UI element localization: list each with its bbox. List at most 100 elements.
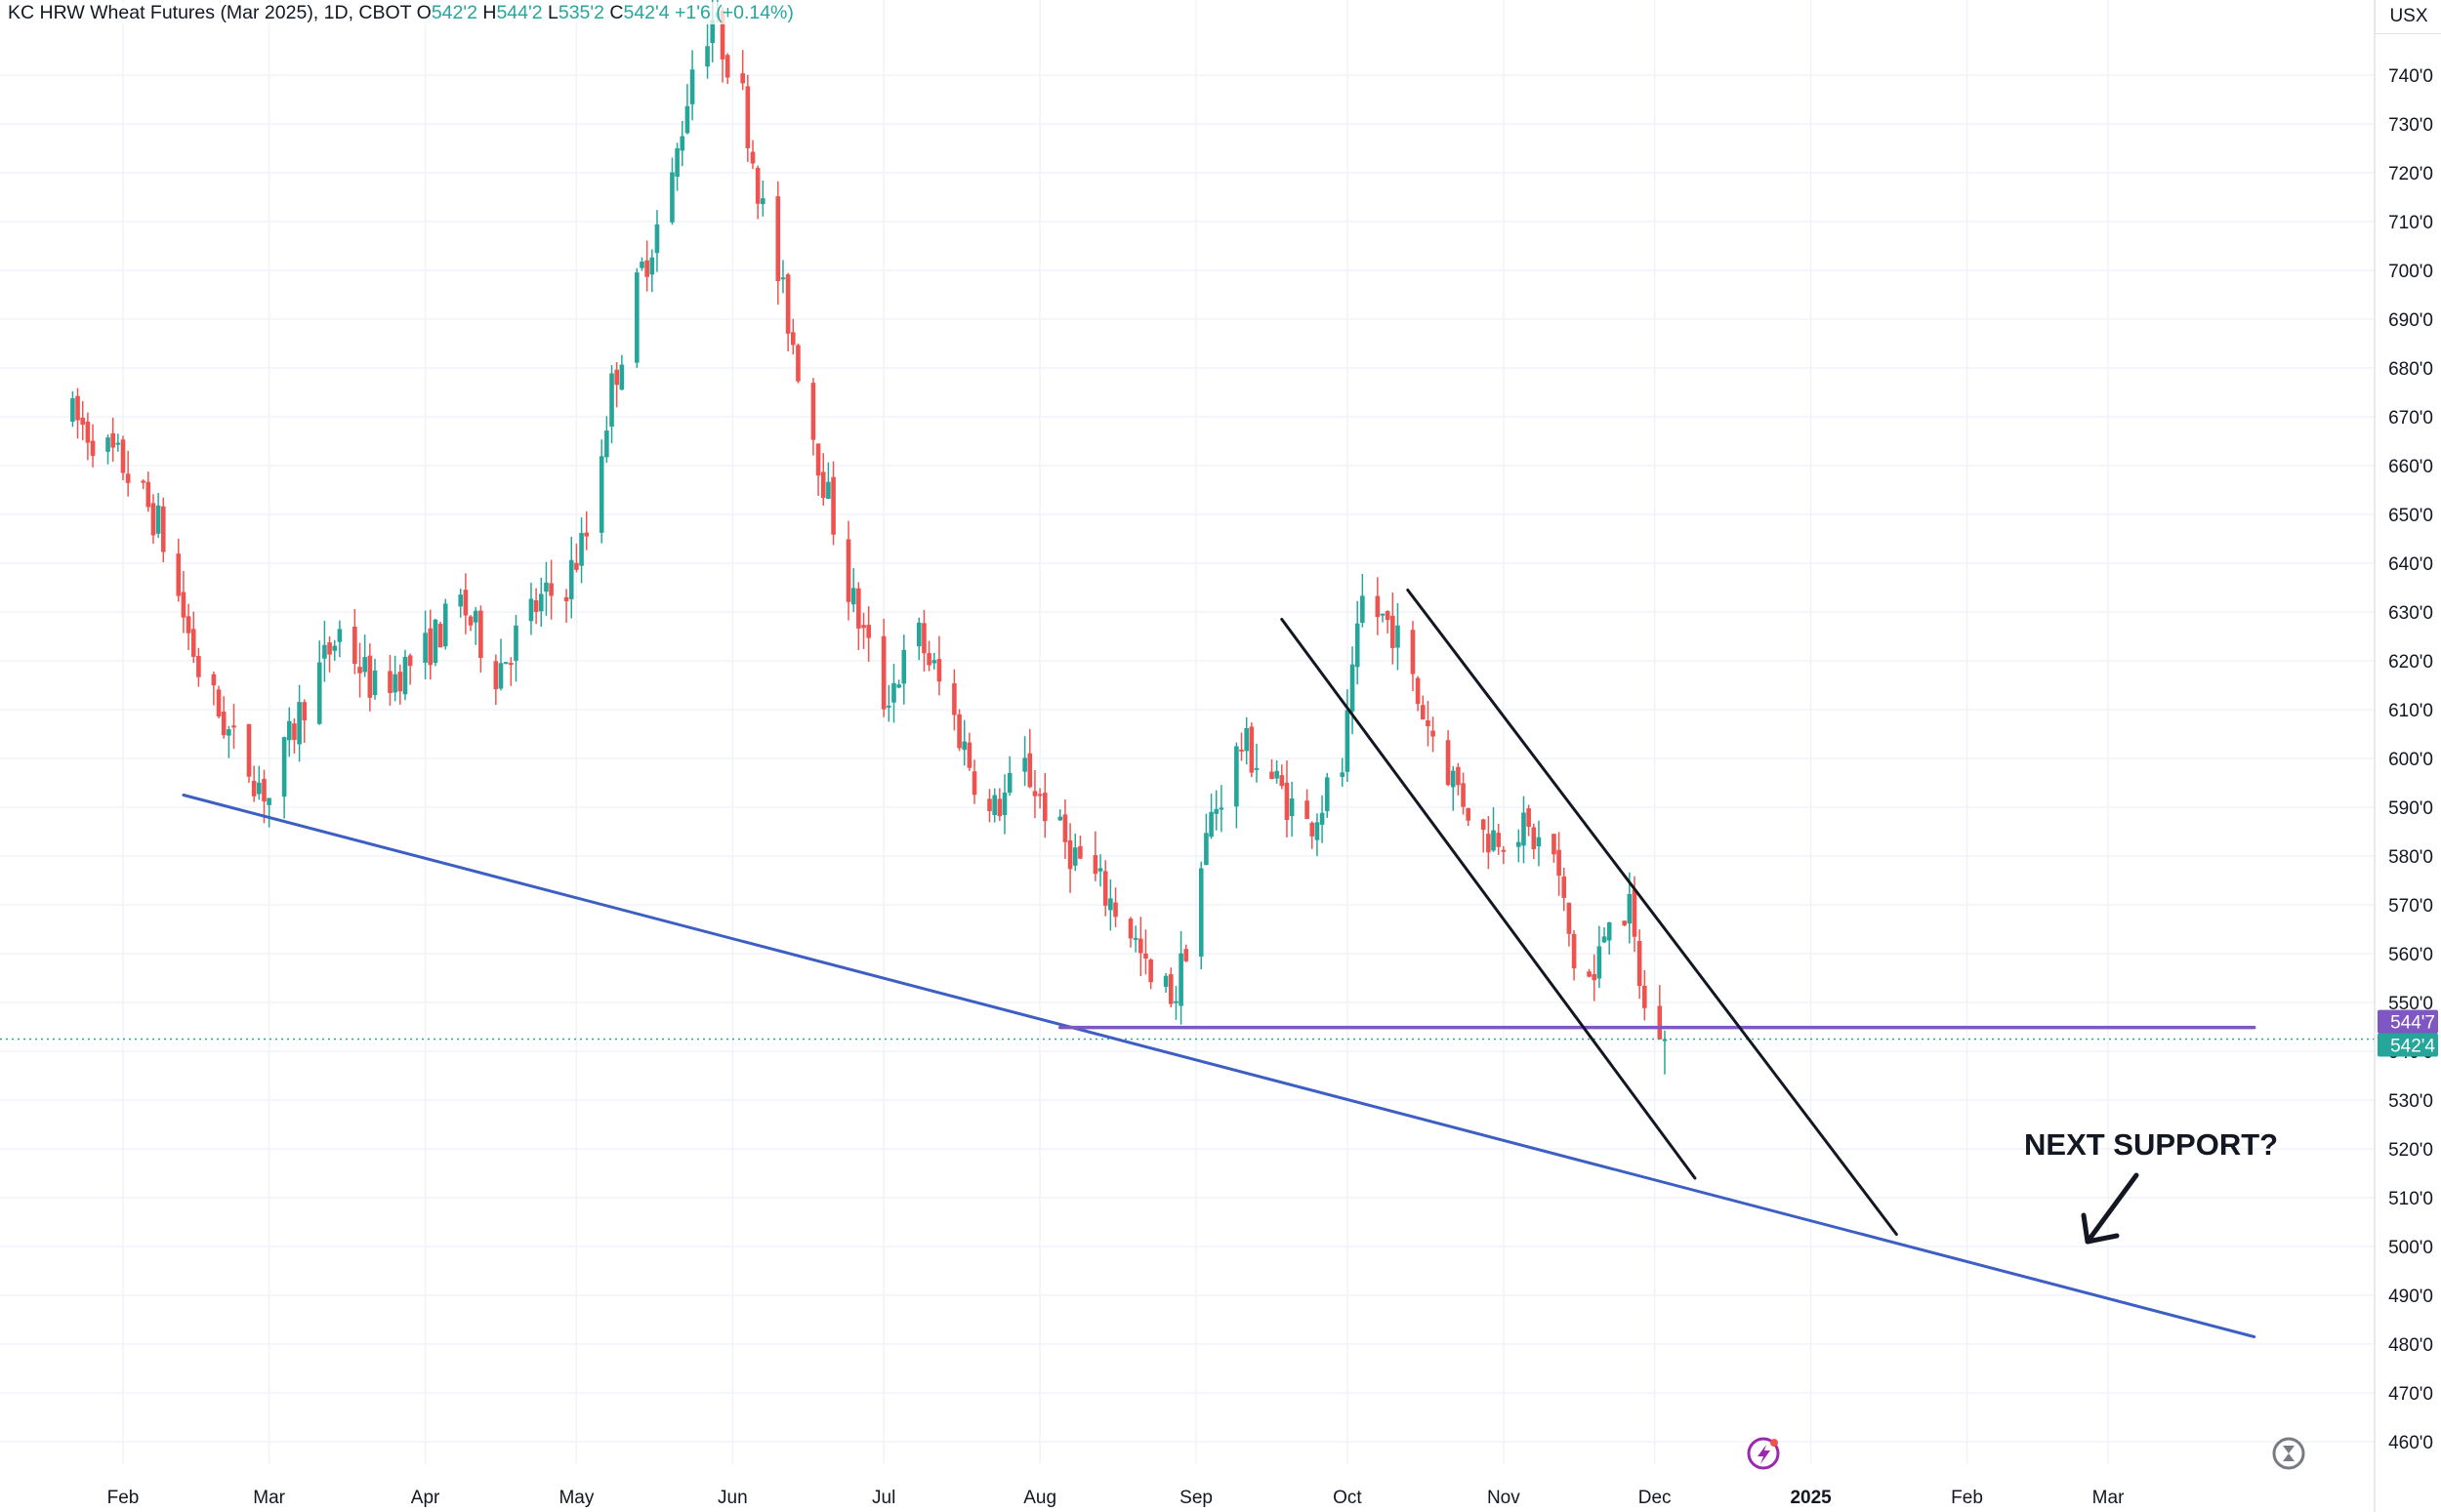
candle-body	[1606, 922, 1612, 941]
y-tick-label: 590'0	[2388, 798, 2433, 819]
candle-body	[579, 532, 584, 566]
candle-body	[1042, 793, 1048, 822]
candle-body	[927, 653, 931, 666]
last-price-tag: 542'4	[2390, 1037, 2435, 1057]
candle-body	[644, 260, 649, 277]
candle-body	[1415, 677, 1421, 704]
candle-body	[1284, 782, 1290, 821]
candle-body	[1390, 615, 1395, 648]
y-tick-label: 630'0	[2388, 603, 2433, 624]
candle-body	[967, 742, 972, 768]
candle-body	[1571, 933, 1577, 969]
candle-body	[1133, 937, 1138, 940]
drawing-layer[interactable]	[182, 589, 2256, 1338]
x-tick-label: Mar	[2092, 1488, 2125, 1508]
x-tick-label: Jun	[718, 1488, 748, 1508]
candle-body	[1360, 595, 1365, 624]
candle-body	[458, 594, 464, 607]
candle-body	[1314, 822, 1320, 840]
annotation-next-support: NEXT SUPPORT?	[2024, 1127, 2278, 1162]
candle-body	[1179, 953, 1183, 1006]
candle-body	[604, 430, 609, 458]
candle-body	[544, 582, 549, 593]
candle-body	[1324, 777, 1330, 811]
candle-body	[327, 642, 332, 655]
candle-body	[125, 473, 131, 483]
candle-body	[1536, 837, 1542, 847]
candle-body	[635, 272, 640, 363]
candle-body	[1274, 770, 1279, 779]
last-price-tag-bg	[2378, 1033, 2438, 1057]
candle-body	[568, 559, 574, 599]
currency-button[interactable]: USX	[2375, 0, 2441, 34]
candle-body	[503, 662, 509, 665]
candle-body	[815, 443, 821, 476]
candle-body	[1632, 889, 1637, 937]
candle-body	[1304, 800, 1309, 820]
candle-body	[190, 629, 196, 657]
candle-body	[1143, 953, 1148, 960]
candlestick-series	[0, 0, 2375, 1075]
symbol-title: KC HRW Wheat Futures (Mar 2025), 1D, CBO…	[8, 2, 412, 23]
candle-body	[1662, 1039, 1668, 1042]
candle-body	[952, 683, 957, 715]
candle-body	[750, 151, 756, 164]
candle-body	[1279, 775, 1285, 787]
candle-body	[1349, 664, 1355, 712]
candle-body	[423, 633, 428, 663]
candle-body	[896, 684, 901, 688]
y-tick-label: 740'0	[2388, 66, 2433, 87]
candle-body	[997, 798, 1003, 817]
candle-body	[881, 635, 887, 710]
x-tick-label: Feb	[107, 1488, 140, 1508]
candle-body	[654, 224, 660, 254]
candle-body	[1450, 770, 1456, 788]
candle-body	[533, 599, 539, 612]
candle-body	[609, 373, 614, 428]
y-tick-label: 560'0	[2388, 945, 2433, 965]
change-value: +1'6 (+0.14%)	[675, 2, 794, 23]
y-tick-label: 690'0	[2388, 310, 2433, 331]
y-tick-label: 680'0	[2388, 359, 2433, 380]
candle-body	[640, 262, 644, 268]
candle-body	[75, 395, 80, 421]
candle-body	[1354, 623, 1360, 668]
candle-body	[1587, 971, 1592, 977]
time-axis[interactable]: Feb Mar Apr May Jun Jul Aug Sep Oct Nov Dec 2025 Feb…	[107, 1488, 2125, 1508]
candle-body	[1093, 855, 1098, 875]
candle-body	[1556, 849, 1561, 877]
candle-body	[498, 663, 504, 689]
candle-body	[145, 481, 151, 508]
candle-body	[992, 795, 997, 815]
candle-body	[337, 629, 343, 642]
lightning-icon[interactable]	[1747, 1437, 1780, 1470]
candle-body	[251, 780, 257, 797]
candle-body	[105, 437, 110, 452]
candle-body	[1596, 946, 1602, 979]
candle-body	[85, 421, 91, 443]
candle-body	[302, 702, 308, 721]
hourglass-icon[interactable]	[2272, 1437, 2305, 1470]
candle-body	[1430, 730, 1435, 737]
candle-body	[887, 705, 891, 708]
candle-body	[1113, 902, 1118, 918]
candle-body	[1642, 985, 1647, 1008]
x-tick-label: Oct	[1333, 1488, 1362, 1508]
candle-body	[1148, 959, 1153, 983]
candle-body	[231, 725, 236, 728]
candle-body	[761, 198, 765, 205]
level-price-tag-bg	[2378, 1009, 2438, 1034]
candle-body	[1254, 767, 1260, 770]
y-tick-label: 500'0	[2388, 1238, 2433, 1258]
candle-body	[745, 86, 751, 148]
price-axis[interactable]: 740'0 730'0 720'0 710'0 700'0 690'0 680'0 670'0…	[2374, 0, 2433, 1512]
y-tick-label: 720'0	[2388, 164, 2433, 184]
candle-body	[1239, 749, 1244, 752]
candle-body	[922, 623, 927, 654]
candle-body	[181, 592, 186, 618]
candle-body	[599, 456, 604, 533]
candle-body	[1269, 771, 1274, 779]
candle-body	[428, 628, 434, 666]
candle-body	[1183, 949, 1189, 961]
